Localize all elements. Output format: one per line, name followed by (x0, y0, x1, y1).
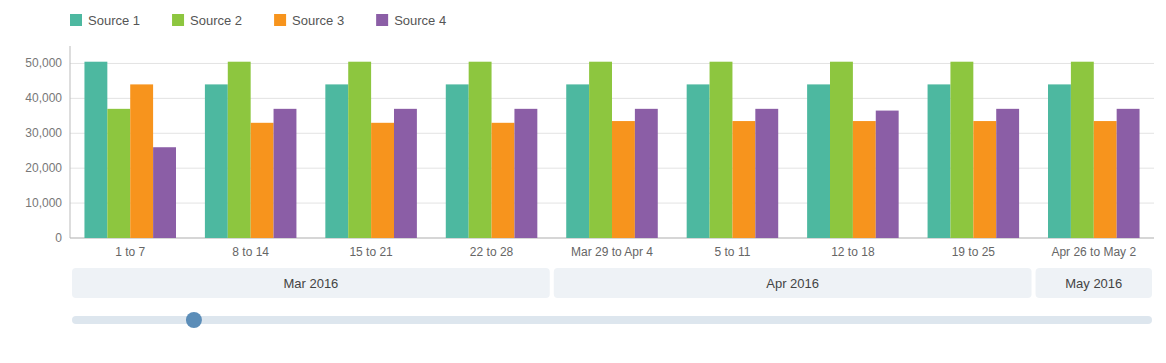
period-label: May 2016 (1065, 276, 1122, 291)
x-tick-label: 8 to 14 (232, 245, 269, 259)
bar (492, 123, 515, 238)
y-tick-label: 40,000 (25, 91, 62, 105)
bar (589, 62, 612, 238)
x-tick-label: 15 to 21 (349, 245, 393, 259)
x-tick-label: 22 to 28 (470, 245, 514, 259)
legend-label: Source 4 (394, 13, 446, 28)
y-tick-label: 30,000 (25, 126, 62, 140)
bar (830, 62, 853, 238)
bar (274, 109, 297, 238)
legend-swatch (172, 14, 184, 26)
bar (635, 109, 658, 238)
bar (687, 84, 710, 238)
x-tick-label: Mar 29 to Apr 4 (571, 245, 653, 259)
bar (1048, 84, 1071, 238)
slider-track (76, 316, 1148, 324)
legend-swatch (274, 14, 286, 26)
bar (807, 84, 830, 238)
legend: Source 1 Source 2 Source 3 Source 4 (70, 13, 446, 28)
bar (853, 121, 876, 238)
legend-label: Source 3 (292, 13, 344, 28)
bar (1094, 121, 1117, 238)
period-label: Apr 2016 (766, 276, 819, 291)
bar (394, 109, 417, 238)
bar (755, 109, 778, 238)
y-tick-label: 0 (55, 231, 62, 245)
x-tick-label: 1 to 7 (115, 245, 145, 259)
period-band (1036, 268, 1152, 298)
period-band (72, 268, 550, 298)
legend-label: Source 1 (88, 13, 140, 28)
bar (732, 121, 755, 238)
bar (566, 84, 589, 238)
bar (371, 123, 394, 238)
bar (325, 84, 348, 238)
y-tick-label: 10,000 (25, 196, 62, 210)
bar (228, 62, 251, 238)
period-band (554, 268, 1032, 298)
legend-swatch (376, 14, 388, 26)
bar (153, 147, 176, 238)
y-axis: 0 10,000 20,000 30,000 40,000 50,000 (25, 56, 1154, 245)
legend-swatch (70, 14, 82, 26)
bar (710, 62, 733, 238)
bar (446, 84, 469, 238)
bar (612, 121, 635, 238)
bar (469, 62, 492, 238)
y-tick-label: 50,000 (25, 56, 62, 70)
bar (928, 84, 951, 238)
bar (514, 109, 537, 238)
legend-label: Source 2 (190, 13, 242, 28)
bar (205, 84, 228, 238)
x-tick-label: 19 to 25 (952, 245, 996, 259)
x-tick-label: 12 to 18 (831, 245, 875, 259)
bar (107, 109, 130, 238)
x-tick-label: 5 to 11 (715, 245, 751, 259)
chart: 0 10,000 20,000 30,000 40,000 50,000 1 to 7 8 t… (0, 0, 1166, 363)
bar (130, 84, 153, 238)
bar (950, 62, 973, 238)
x-tick-label: Apr 26 to May 2 (1051, 245, 1136, 259)
bar (84, 62, 107, 238)
slider-handle (186, 312, 202, 328)
bar (1117, 109, 1140, 238)
bar (973, 121, 996, 238)
bar (1071, 62, 1094, 238)
bar (251, 123, 274, 238)
y-axis-line (70, 46, 71, 238)
bars (84, 62, 1139, 238)
bar (996, 109, 1019, 238)
bar (348, 62, 371, 238)
bar (876, 111, 899, 238)
period-label: Mar 2016 (283, 276, 338, 291)
y-tick-label: 20,000 (25, 161, 62, 175)
